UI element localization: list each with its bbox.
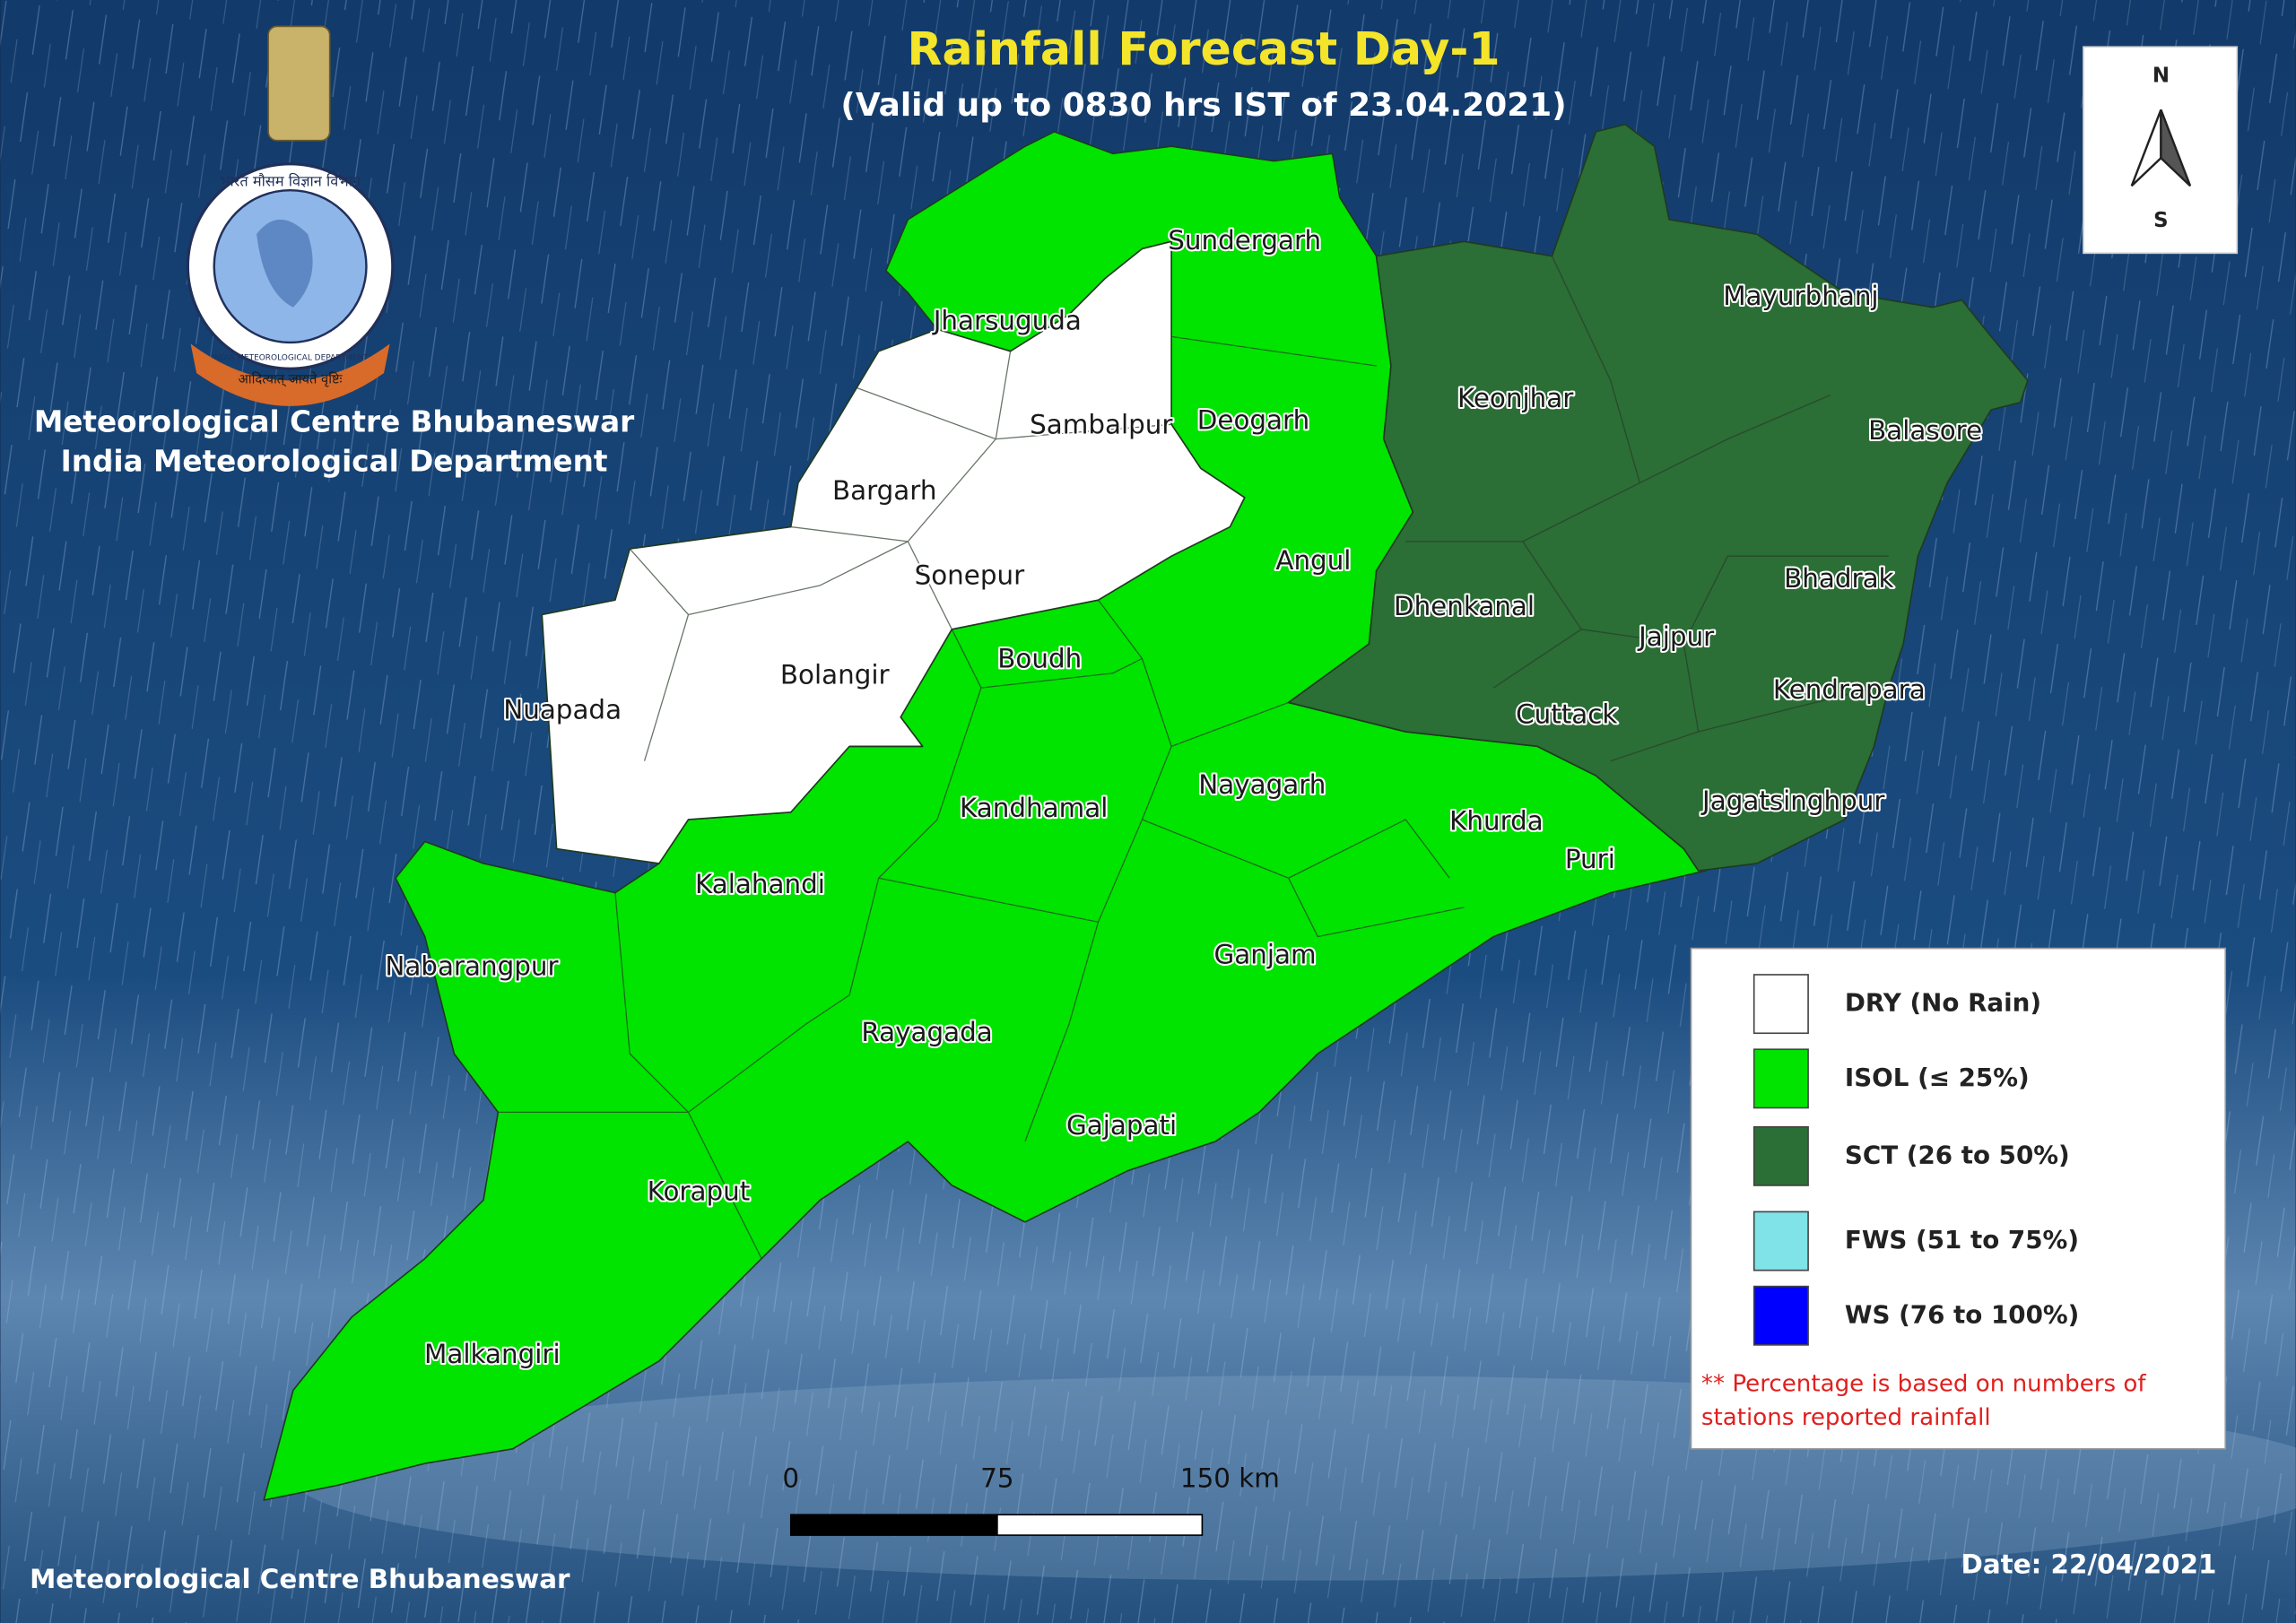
scale-segment-light: [996, 1514, 1204, 1536]
footer-org: Meteorological Centre Bhubaneswar: [30, 1564, 570, 1594]
district-boundaries: [498, 256, 1889, 1259]
legend-swatch: [1752, 1211, 1809, 1271]
district-labels: Sundergarh Jharsuguda Sambalpur Deogarh Barg…: [383, 223, 1984, 1371]
compass-north: N: [2152, 64, 2170, 87]
district-label: Bhadrak: [1784, 563, 1893, 594]
district-label: Keonjhar: [1457, 383, 1574, 413]
district-label: Gajapati: [1066, 1110, 1177, 1141]
district-label: Bargarh: [832, 475, 936, 506]
compass-south: S: [2153, 209, 2168, 232]
district-label: Angul: [1275, 545, 1351, 576]
legend-swatch: [1752, 974, 1809, 1035]
district-label: Dhenkanal: [1394, 591, 1535, 621]
legend-label: WS (76 to 100%): [1845, 1299, 2079, 1329]
compass-arrow-right: [2160, 108, 2192, 187]
district-label: Puri: [1565, 844, 1615, 874]
district-label: Koraput: [648, 1176, 751, 1207]
scale-label: 0: [782, 1463, 799, 1494]
district-label: Boudh: [997, 644, 1082, 674]
district-label: Kandhamal: [960, 793, 1108, 823]
imd-logo: भारत मौसम विज्ञान विभाग INDIA METEOROLOG…: [186, 25, 395, 406]
map-regions: [263, 123, 2029, 1501]
district-label: Nayagarh: [1198, 769, 1326, 800]
legend-swatch: [1752, 1125, 1809, 1186]
district-label: Balasore: [1868, 415, 1982, 446]
emblem: [267, 25, 331, 142]
legend-label: SCT (26 to 50%): [1845, 1140, 2070, 1169]
logo-india: [257, 219, 313, 308]
district-label: Sundergarh: [1168, 225, 1321, 256]
legend-swatch: [1752, 1285, 1809, 1346]
district-label: Bolangir: [780, 660, 891, 690]
legend-swatch: [1752, 1048, 1809, 1109]
logo-hindi: भारत मौसम विज्ञान विभाग: [220, 172, 361, 189]
district-label: Jajpur: [1637, 621, 1715, 652]
subtitle: (Valid up to 0830 hrs IST of 23.04.2021): [840, 87, 1566, 124]
logo-ribbon: [190, 343, 390, 406]
district-label: Jharsuguda: [932, 306, 1082, 336]
logo-motto: आदित्यात् जायते वृष्टिः: [239, 371, 344, 387]
dry-region: [541, 240, 1246, 864]
title: Rainfall Forecast Day-1: [907, 22, 1500, 75]
scale-label: 150 km: [1180, 1463, 1280, 1494]
district-label: Sambalpur: [1030, 409, 1173, 439]
district-label: Deogarh: [1197, 405, 1309, 436]
district-label: Kalahandi: [695, 869, 825, 899]
org-line2: India Meteorological Department: [61, 445, 608, 479]
footer-date: Date: 22/04/2021: [1961, 1549, 2216, 1580]
legend-note: ** Percentage is based on numbers of: [1701, 1370, 2146, 1397]
district-label: Ganjam: [1214, 939, 1317, 969]
legend-label: DRY (No Rain): [1845, 988, 2041, 1018]
legend: DRY (No Rain) ISOL (≤ 25%) SCT (26 to 50%)…: [1690, 947, 2227, 1450]
sct-region: [1287, 123, 2029, 872]
district-label: Malkangiri: [424, 1339, 561, 1369]
legend-label: FWS (51 to 75%): [1845, 1225, 2079, 1254]
district-label: Kendrapara: [1773, 674, 1926, 705]
district-label: Jagatsinghpur: [1700, 785, 1885, 816]
scale-segment-dark: [789, 1514, 998, 1536]
scale-label: 75: [980, 1463, 1013, 1494]
compass: N S: [2083, 46, 2239, 255]
scale-bar: 0 75 150 km: [782, 1463, 1280, 1536]
district-label: Rayagada: [861, 1017, 992, 1047]
org-line1: Meteorological Centre Bhubaneswar: [34, 404, 634, 438]
legend-note: stations reported rainfall: [1701, 1404, 1991, 1431]
district-label: Sonepur: [915, 560, 1026, 591]
district-label: Khurda: [1449, 806, 1544, 837]
logo-english: INDIA METEOROLOGICAL DEPARTMENT: [212, 353, 369, 362]
district-label: Nuapada: [503, 695, 622, 725]
district-label: Cuttack: [1516, 699, 1617, 730]
legend-label: ISOL (≤ 25%): [1845, 1063, 2030, 1092]
district-label: Nabarangpur: [385, 950, 559, 981]
district-label: Mayurbhanj: [1723, 281, 1878, 311]
